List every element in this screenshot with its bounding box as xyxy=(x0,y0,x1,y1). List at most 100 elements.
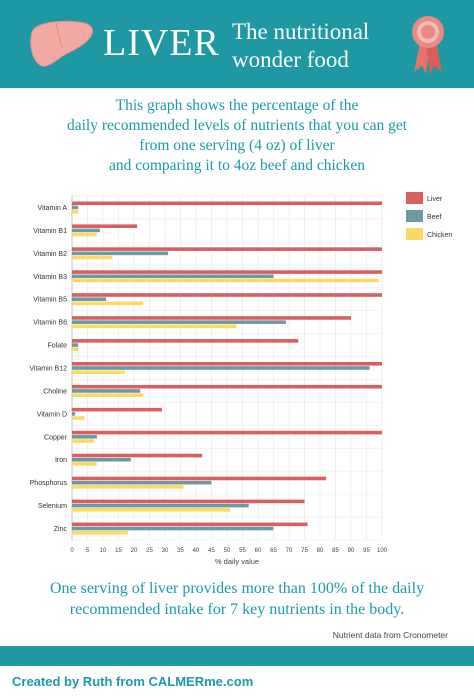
bar-liver xyxy=(72,224,138,228)
bar-chicken xyxy=(72,530,128,535)
category-label: Iron xyxy=(55,457,67,464)
liver-icon xyxy=(30,20,93,67)
bar-beef xyxy=(72,343,79,347)
category-label: Vitamin B12 xyxy=(29,366,67,373)
category-label: Selenium xyxy=(38,503,67,510)
intro-line: from one serving (4 oz) of liver xyxy=(139,137,335,154)
conclusion-text: One serving of liver provides more than … xyxy=(20,578,454,620)
bar-liver xyxy=(72,362,382,366)
bar-chicken xyxy=(72,508,231,512)
bar-beef xyxy=(72,480,212,485)
category-label: Zinc xyxy=(54,526,68,533)
bar-chicken xyxy=(72,485,184,489)
category-label: Vitamin B1 xyxy=(33,228,67,235)
x-tick-label: 85 xyxy=(332,548,339,554)
x-tick-label: 20 xyxy=(131,548,138,554)
bar-beef xyxy=(72,297,107,301)
category-label: Vitamin B6 xyxy=(33,320,67,327)
x-tick-label: 55 xyxy=(239,548,246,554)
x-tick-label: 10 xyxy=(100,548,107,554)
x-tick-label: 25 xyxy=(146,548,153,554)
x-tick-label: 15 xyxy=(115,548,122,554)
conclusion-line: One serving of liver provides more than … xyxy=(49,580,425,597)
x-tick-label: 95 xyxy=(363,548,370,554)
credit-text: Created by Ruth from CALMERme.com xyxy=(12,674,254,689)
category-label: Vitamin B5 xyxy=(33,297,67,304)
bar-beef xyxy=(72,274,274,279)
source-note: Nutrient data from Cronometer xyxy=(332,630,448,640)
legend-swatch-liver xyxy=(406,192,423,204)
bar-chicken xyxy=(72,462,97,466)
x-tick-label: 80 xyxy=(317,548,324,554)
legend-label: Beef xyxy=(427,214,441,221)
bar-chicken xyxy=(72,370,125,374)
bar-liver xyxy=(72,522,308,527)
bar-beef xyxy=(72,412,76,416)
bar-liver xyxy=(72,499,305,504)
category-label: Vitamin D xyxy=(37,411,67,418)
bar-beef xyxy=(72,503,249,508)
bar-chicken xyxy=(72,324,237,329)
bar-chicken xyxy=(72,393,144,397)
header-title: LIVER xyxy=(103,22,220,64)
category-label: Vitamin A xyxy=(38,205,68,212)
x-tick-label: 50 xyxy=(224,548,231,554)
bar-liver xyxy=(72,316,351,320)
intro-line: This graph shows the percentage of the xyxy=(115,97,359,114)
bar-beef xyxy=(72,320,286,324)
bar-liver xyxy=(72,247,382,251)
bar-beef xyxy=(72,228,100,233)
bar-chicken xyxy=(72,255,113,260)
x-tick-label: 90 xyxy=(348,548,355,554)
bar-liver xyxy=(72,293,382,297)
x-tick-label: 0 xyxy=(70,548,74,554)
intro-line: and comparing it to 4oz beef and chicken xyxy=(108,157,366,174)
header-subtitle: The nutritional wonder food xyxy=(232,19,370,72)
bar-chicken xyxy=(72,439,94,443)
category-label: Phosphorus xyxy=(30,480,68,487)
header-banner: LIVER The nutritional wonder food xyxy=(0,0,474,88)
legend-swatch-chicken xyxy=(406,228,423,240)
x-tick-label: 60 xyxy=(255,548,262,554)
x-tick-label: 5 xyxy=(86,548,90,554)
x-tick-label: 40 xyxy=(193,548,200,554)
category-label: Copper xyxy=(44,434,68,441)
footer-band xyxy=(0,646,474,666)
bar-liver xyxy=(72,407,162,412)
bar-liver xyxy=(72,339,299,343)
bar-liver xyxy=(72,270,382,274)
category-label: Vitamin B3 xyxy=(33,274,67,281)
bar-beef xyxy=(72,435,97,439)
bar-chicken xyxy=(72,209,79,214)
category-label: Vitamin B2 xyxy=(33,251,67,258)
award-ribbon-icon xyxy=(412,16,444,74)
bar-chicken xyxy=(72,301,144,306)
bar-beef xyxy=(72,526,274,531)
bar-beef xyxy=(72,205,79,210)
x-tick-label: 35 xyxy=(177,548,184,554)
x-tick-label: 45 xyxy=(208,548,215,554)
x-tick-label: 100 xyxy=(377,548,388,554)
category-label: Choline xyxy=(43,388,67,395)
bar-liver xyxy=(72,430,382,435)
legend-swatch-beef xyxy=(406,210,423,222)
legend-label: Liver xyxy=(427,196,443,203)
bar-beef xyxy=(72,366,370,370)
x-tick-label: 75 xyxy=(301,548,308,554)
legend-label: Chicken xyxy=(427,232,452,239)
bar-chicken xyxy=(72,278,379,283)
bar-chicken xyxy=(72,232,97,237)
conclusion-line: recommended intake for 7 key nutrients i… xyxy=(69,601,405,618)
category-label: Folate xyxy=(48,343,68,350)
bar-chicken xyxy=(72,347,79,352)
bar-beef xyxy=(72,457,131,462)
x-tick-label: 70 xyxy=(286,548,293,554)
bar-liver xyxy=(72,384,382,389)
x-tick-label: 30 xyxy=(162,548,169,554)
bar-beef xyxy=(72,251,169,256)
x-axis-title: % daily value xyxy=(215,557,259,566)
bar-beef xyxy=(72,389,141,393)
intro-text: This graph shows the percentage of the d… xyxy=(30,96,444,176)
intro-line: daily recommended levels of nutrients th… xyxy=(66,117,408,134)
bar-liver xyxy=(72,476,327,481)
